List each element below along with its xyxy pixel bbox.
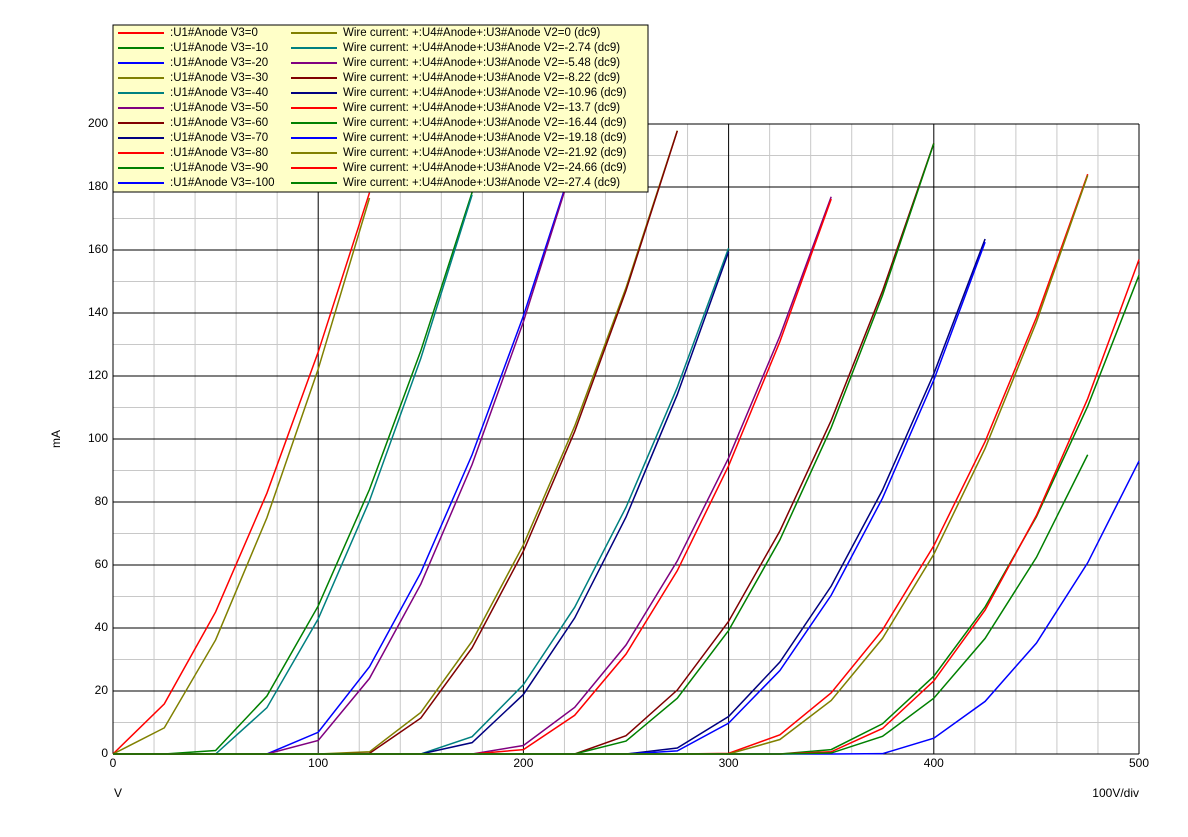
series-line — [112, 192, 371, 755]
x-tick-label: 400 — [924, 756, 944, 770]
legend: :U1#Anode V3=0 :U1#Anode V3=-10 :U1#Anode … — [112, 24, 649, 193]
y-tick-label: 140 — [88, 305, 108, 319]
legend-label: :U1#Anode V3=-10 — [170, 42, 268, 54]
y-tick-label: 40 — [95, 620, 109, 634]
legend-label: Wire current: +:U4#Anode+:U3#Anode V2=-1… — [343, 117, 627, 129]
x-tick-label: 300 — [719, 756, 739, 770]
y-tick-label: 200 — [88, 116, 108, 130]
legend-label: Wire current: +:U4#Anode+:U3#Anode V2=0 … — [343, 27, 600, 39]
x-tick-label: 100 — [308, 756, 328, 770]
legend-label: Wire current: +:U4#Anode+:U3#Anode V2=-5… — [343, 57, 620, 69]
y-tick-label: 180 — [88, 179, 108, 193]
y-tick-label: 60 — [95, 557, 109, 571]
series-line — [113, 454, 1089, 755]
legend-label: :U1#Anode V3=-40 — [170, 87, 268, 99]
legend-label: Wire current: +:U4#Anode+:U3#Anode V2=-2… — [343, 42, 620, 54]
legend-label: Wire current: +:U4#Anode+:U3#Anode V2=-2… — [343, 177, 620, 189]
x-tick-label: 200 — [513, 756, 533, 770]
x-tick-label: 0 — [110, 756, 117, 770]
y-tick-label: 160 — [88, 242, 108, 256]
y-axis-label: mA — [49, 430, 63, 448]
legend-label: :U1#Anode V3=-30 — [170, 72, 268, 84]
x-tick-label: 500 — [1129, 756, 1149, 770]
legend-label: Wire current: +:U4#Anode+:U3#Anode V2=-2… — [343, 162, 627, 174]
legend-label: Wire current: +:U4#Anode+:U3#Anode V2=-1… — [343, 87, 627, 99]
y-tick-label: 100 — [88, 431, 108, 445]
y-tick-label: 120 — [88, 368, 108, 382]
scale-note: 100V/div — [1092, 786, 1139, 800]
legend-label: :U1#Anode V3=-100 — [170, 177, 275, 189]
legend-label: :U1#Anode V3=-60 — [170, 117, 268, 129]
legend-label: :U1#Anode V3=-90 — [170, 162, 268, 174]
legend-box — [112, 24, 649, 193]
legend-label: :U1#Anode V3=0 — [170, 27, 258, 39]
legend-label: :U1#Anode V3=-80 — [170, 147, 268, 159]
legend-label: :U1#Anode V3=-20 — [170, 57, 268, 69]
legend-label: Wire current: +:U4#Anode+:U3#Anode V2=-8… — [343, 72, 620, 84]
x-axis-label: V — [114, 786, 122, 800]
series-line — [112, 197, 371, 755]
legend-label: :U1#Anode V3=-70 — [170, 132, 268, 144]
y-tick-label: 80 — [95, 494, 109, 508]
legend-label: Wire current: +:U4#Anode+:U3#Anode V2=-1… — [343, 102, 620, 114]
y-tick-label: 0 — [101, 746, 108, 760]
legend-label: :U1#Anode V3=-50 — [170, 102, 268, 114]
legend-label: Wire current: +:U4#Anode+:U3#Anode V2=-1… — [343, 132, 627, 144]
legend-label: Wire current: +:U4#Anode+:U3#Anode V2=-2… — [343, 147, 627, 159]
y-tick-label: 20 — [95, 683, 109, 697]
